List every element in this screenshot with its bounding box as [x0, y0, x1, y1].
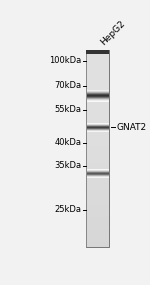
Bar: [86, 242, 110, 245]
Bar: [86, 148, 110, 151]
Bar: [86, 207, 110, 210]
Bar: [86, 72, 110, 74]
Bar: [86, 156, 110, 158]
Bar: [86, 106, 110, 109]
Bar: [86, 136, 110, 139]
Text: 25kDa: 25kDa: [55, 205, 82, 214]
Bar: [86, 74, 110, 77]
Bar: [86, 84, 110, 87]
Bar: [86, 94, 110, 96]
Bar: [86, 215, 110, 217]
Bar: [86, 64, 110, 67]
Text: 70kDa: 70kDa: [54, 81, 82, 90]
Bar: [86, 69, 110, 72]
Bar: [86, 60, 110, 62]
Bar: [86, 129, 110, 131]
Bar: [86, 116, 110, 119]
Bar: [86, 178, 110, 180]
Bar: [86, 104, 110, 106]
Bar: [86, 230, 110, 232]
Bar: [86, 79, 110, 82]
Bar: [86, 200, 110, 203]
Bar: [86, 210, 110, 213]
Bar: [86, 245, 110, 247]
Bar: [86, 50, 110, 247]
Bar: [86, 195, 110, 198]
Bar: [86, 185, 110, 188]
Bar: [86, 161, 110, 163]
Bar: [86, 121, 110, 124]
Bar: [86, 87, 110, 89]
Bar: [86, 227, 110, 230]
Bar: [86, 240, 110, 242]
Bar: [86, 99, 110, 101]
Bar: [86, 89, 110, 91]
Bar: [86, 222, 110, 225]
Bar: [86, 193, 110, 195]
Bar: [86, 203, 110, 205]
Bar: [86, 119, 110, 121]
Bar: [86, 77, 110, 79]
Bar: [86, 183, 110, 185]
Bar: [86, 50, 110, 247]
Bar: [86, 205, 110, 207]
Bar: [86, 139, 110, 141]
Bar: [86, 96, 110, 99]
Bar: [86, 176, 110, 178]
Bar: [86, 232, 110, 235]
Bar: [86, 220, 110, 222]
Bar: [86, 237, 110, 240]
Bar: [86, 109, 110, 111]
Bar: [86, 126, 110, 129]
Bar: [86, 52, 110, 54]
Bar: [86, 180, 110, 183]
Bar: [86, 225, 110, 227]
Bar: [86, 143, 110, 146]
Text: GNAT2: GNAT2: [116, 123, 147, 132]
Bar: [86, 62, 110, 64]
Bar: [86, 151, 110, 153]
Bar: [86, 190, 110, 193]
Bar: [86, 101, 110, 104]
Bar: [86, 50, 110, 52]
Bar: [86, 57, 110, 60]
Bar: [86, 133, 110, 136]
Bar: [86, 50, 110, 54]
Bar: [86, 153, 110, 156]
Bar: [86, 91, 110, 94]
Bar: [86, 141, 110, 143]
Bar: [86, 173, 110, 176]
Bar: [86, 146, 110, 148]
Bar: [86, 163, 110, 166]
Bar: [86, 54, 110, 57]
Bar: [86, 158, 110, 161]
Bar: [86, 82, 110, 84]
Bar: [86, 166, 110, 168]
Text: 40kDa: 40kDa: [55, 138, 82, 147]
Bar: [86, 114, 110, 116]
Bar: [86, 217, 110, 220]
Bar: [86, 198, 110, 200]
Bar: [86, 131, 110, 133]
Text: HepG2: HepG2: [99, 19, 127, 47]
Bar: [86, 188, 110, 190]
Bar: [86, 67, 110, 69]
Bar: [86, 213, 110, 215]
Text: 55kDa: 55kDa: [55, 105, 82, 114]
Bar: [86, 168, 110, 170]
Bar: [86, 170, 110, 173]
Text: 35kDa: 35kDa: [54, 161, 82, 170]
Bar: [86, 111, 110, 114]
Bar: [86, 235, 110, 237]
Text: 100kDa: 100kDa: [49, 56, 82, 65]
Bar: [86, 124, 110, 126]
